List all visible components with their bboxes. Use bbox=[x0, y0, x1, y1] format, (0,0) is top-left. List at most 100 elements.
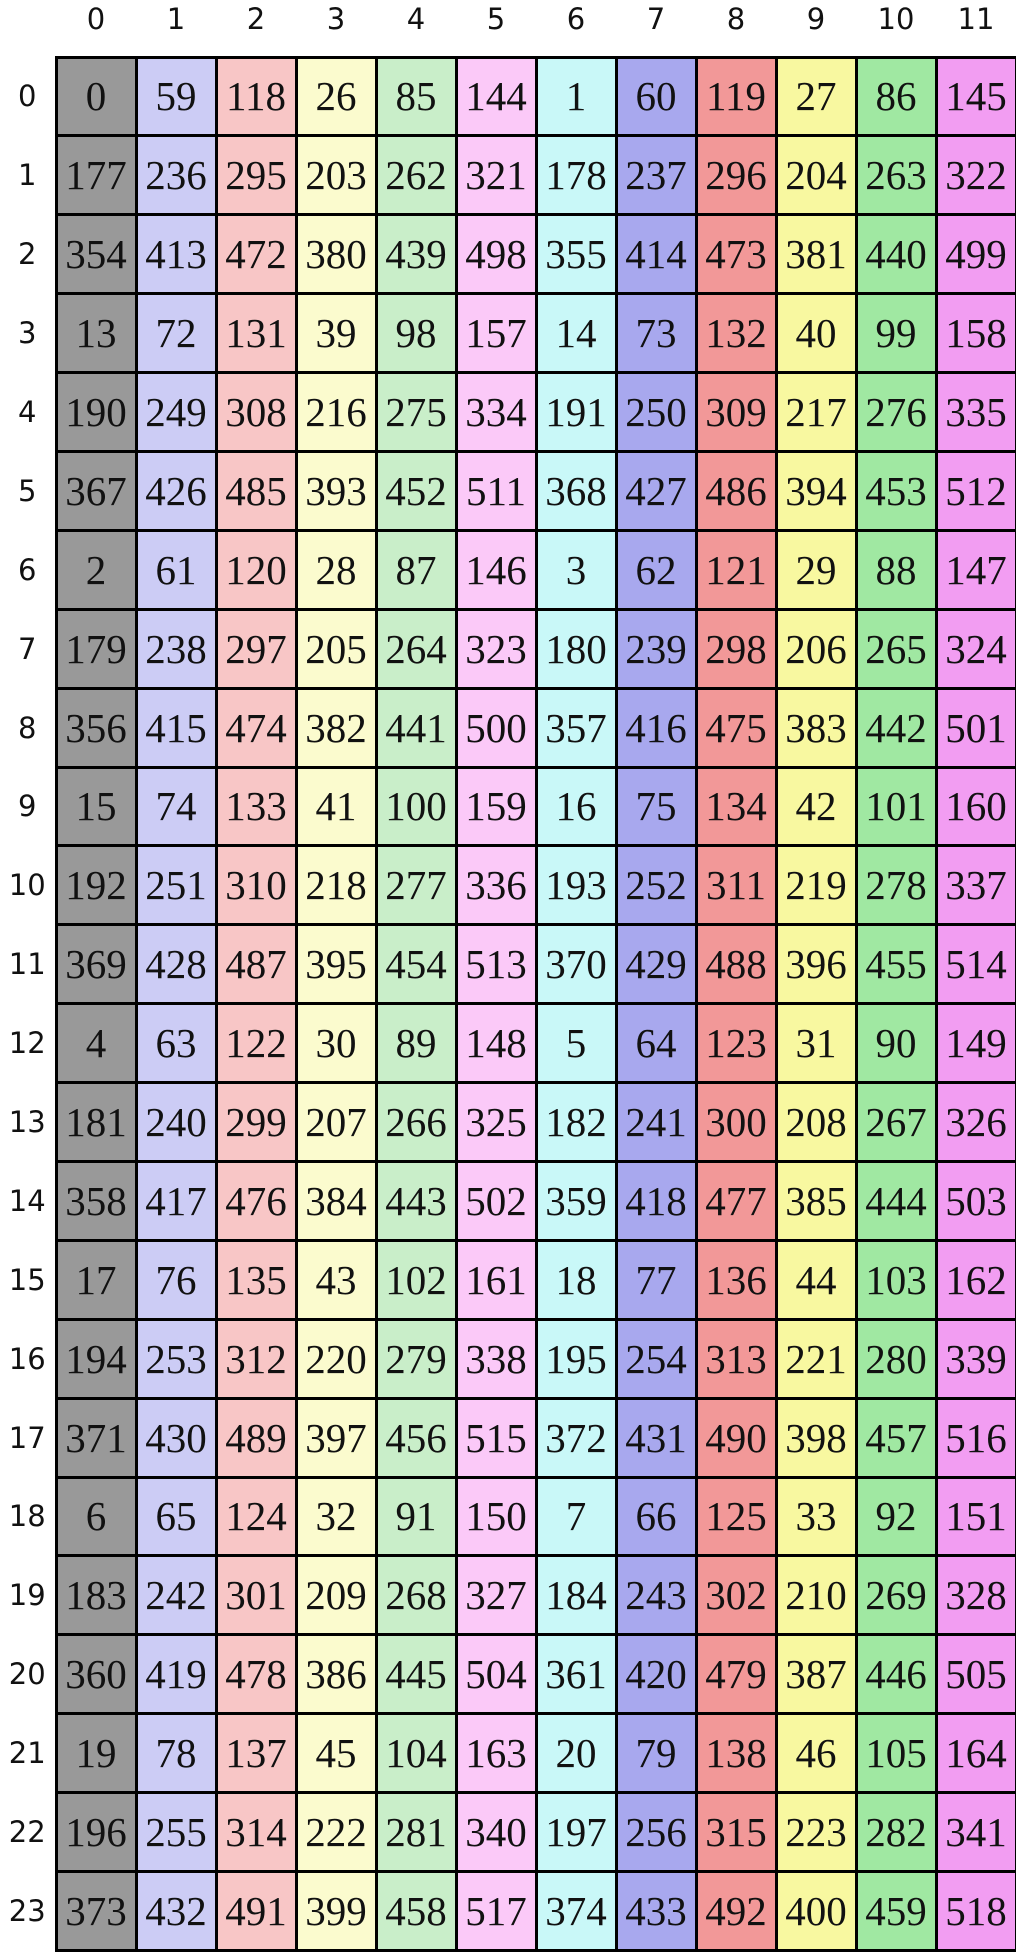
table-cell: 373 bbox=[54, 1869, 138, 1952]
table-cell: 239 bbox=[614, 607, 698, 690]
table-cell: 265 bbox=[854, 607, 938, 690]
table-cell: 119 bbox=[694, 55, 778, 138]
table-cell: 61 bbox=[134, 528, 218, 611]
row-header: 15 bbox=[0, 1240, 56, 1320]
table-cell: 296 bbox=[694, 134, 778, 217]
table-cell: 444 bbox=[854, 1159, 938, 1242]
table-cell: 439 bbox=[374, 213, 458, 296]
table-cell: 413 bbox=[134, 213, 218, 296]
table-cell: 429 bbox=[614, 923, 698, 1006]
table-cell: 361 bbox=[534, 1633, 618, 1716]
column-header: 6 bbox=[536, 0, 616, 57]
table-cell: 502 bbox=[454, 1159, 538, 1242]
table-cell: 42 bbox=[774, 765, 858, 848]
table-cell: 206 bbox=[774, 607, 858, 690]
table-cell: 59 bbox=[134, 55, 218, 138]
table-cell: 86 bbox=[854, 55, 938, 138]
table-cell: 400 bbox=[774, 1869, 858, 1952]
table-cell: 209 bbox=[294, 1554, 378, 1637]
table-cell: 491 bbox=[214, 1869, 298, 1952]
table-cell: 515 bbox=[454, 1396, 538, 1479]
table-cell: 91 bbox=[374, 1475, 458, 1558]
table-cell: 3 bbox=[534, 528, 618, 611]
table-cell: 394 bbox=[774, 449, 858, 532]
table-cell: 14 bbox=[534, 292, 618, 375]
table-cell: 180 bbox=[534, 607, 618, 690]
row-header: 11 bbox=[0, 924, 56, 1004]
table-cell: 66 bbox=[614, 1475, 698, 1558]
table-cell: 18 bbox=[534, 1238, 618, 1321]
table-cell: 32 bbox=[294, 1475, 378, 1558]
table-cell: 73 bbox=[614, 292, 698, 375]
table-cell: 368 bbox=[534, 449, 618, 532]
table-cell: 268 bbox=[374, 1554, 458, 1637]
table-cell: 204 bbox=[774, 134, 858, 217]
table-cell: 150 bbox=[454, 1475, 538, 1558]
table-cell: 486 bbox=[694, 449, 778, 532]
table-cell: 236 bbox=[134, 134, 218, 217]
table-cell: 0 bbox=[54, 55, 138, 138]
table-cell: 382 bbox=[294, 686, 378, 769]
column-header: 8 bbox=[696, 0, 776, 57]
table-cell: 505 bbox=[934, 1633, 1016, 1716]
table-cell: 92 bbox=[854, 1475, 938, 1558]
column-header: 11 bbox=[936, 0, 1016, 57]
row-header: 14 bbox=[0, 1161, 56, 1241]
table-row: 16 194 253 312 220 279 338 195 254 313 221 280 339 bbox=[0, 1317, 1016, 1400]
table-cell: 148 bbox=[454, 1002, 538, 1085]
table-cell: 440 bbox=[854, 213, 938, 296]
table-cell: 76 bbox=[134, 1238, 218, 1321]
table-cell: 208 bbox=[774, 1081, 858, 1163]
table-cell: 241 bbox=[614, 1081, 698, 1163]
table-cell: 455 bbox=[854, 923, 938, 1006]
table-cell: 178 bbox=[534, 134, 618, 217]
table-row: 18 6 65 124 32 91 150 7 66 125 33 92 151 bbox=[0, 1475, 1016, 1558]
table-cell: 426 bbox=[134, 449, 218, 532]
table-cell: 295 bbox=[214, 134, 298, 217]
table-cell: 420 bbox=[614, 1633, 698, 1716]
table-row: 17 371 430 489 397 456 515 372 431 490 398 457 516 bbox=[0, 1396, 1016, 1479]
table-cell: 512 bbox=[934, 449, 1016, 532]
table-cell: 63 bbox=[134, 1002, 218, 1085]
table-cell: 399 bbox=[294, 1869, 378, 1952]
table-cell: 205 bbox=[294, 607, 378, 690]
table-cell: 13 bbox=[54, 292, 138, 375]
table-cell: 385 bbox=[774, 1159, 858, 1242]
table-cell: 267 bbox=[854, 1081, 938, 1163]
table-cell: 453 bbox=[854, 449, 938, 532]
row-header: 21 bbox=[0, 1713, 56, 1793]
table-row: 8 356 415 474 382 441 500 357 416 475 383 442 501 bbox=[0, 686, 1016, 769]
table-row: 6 2 61 120 28 87 146 3 62 121 29 88 147 bbox=[0, 528, 1016, 611]
table-cell: 182 bbox=[534, 1081, 618, 1163]
table-cell: 501 bbox=[934, 686, 1016, 769]
table-cell: 219 bbox=[774, 844, 858, 927]
table-cell: 43 bbox=[294, 1238, 378, 1321]
table-row: 19 183 242 301 209 268 327 184 243 302 210 269 328 bbox=[0, 1554, 1016, 1637]
table-row: 0 0 59 118 26 85 144 1 60 119 27 86 145 bbox=[0, 55, 1016, 138]
table-cell: 39 bbox=[294, 292, 378, 375]
table-cell: 133 bbox=[214, 765, 298, 848]
table-cell: 337 bbox=[934, 844, 1016, 927]
table-cell: 475 bbox=[694, 686, 778, 769]
row-header: 20 bbox=[0, 1634, 56, 1714]
table-cell: 370 bbox=[534, 923, 618, 1006]
table-cell: 253 bbox=[134, 1317, 218, 1400]
row-header: 22 bbox=[0, 1792, 56, 1872]
table-cell: 264 bbox=[374, 607, 458, 690]
table-cell: 478 bbox=[214, 1633, 298, 1716]
table-cell: 60 bbox=[614, 55, 698, 138]
table-cell: 516 bbox=[934, 1396, 1016, 1479]
table-cell: 397 bbox=[294, 1396, 378, 1479]
table-cell: 207 bbox=[294, 1081, 378, 1163]
table-cell: 194 bbox=[54, 1317, 138, 1400]
table-row: 20 360 419 478 386 445 504 361 420 479 387 446 505 bbox=[0, 1633, 1016, 1716]
table-cell: 498 bbox=[454, 213, 538, 296]
table-cell: 193 bbox=[534, 844, 618, 927]
table-cell: 191 bbox=[534, 371, 618, 453]
table-cell: 356 bbox=[54, 686, 138, 769]
table-cell: 100 bbox=[374, 765, 458, 848]
table-cell: 456 bbox=[374, 1396, 458, 1479]
table-cell: 177 bbox=[54, 134, 138, 217]
table-cell: 79 bbox=[614, 1712, 698, 1795]
table-cell: 132 bbox=[694, 292, 778, 375]
